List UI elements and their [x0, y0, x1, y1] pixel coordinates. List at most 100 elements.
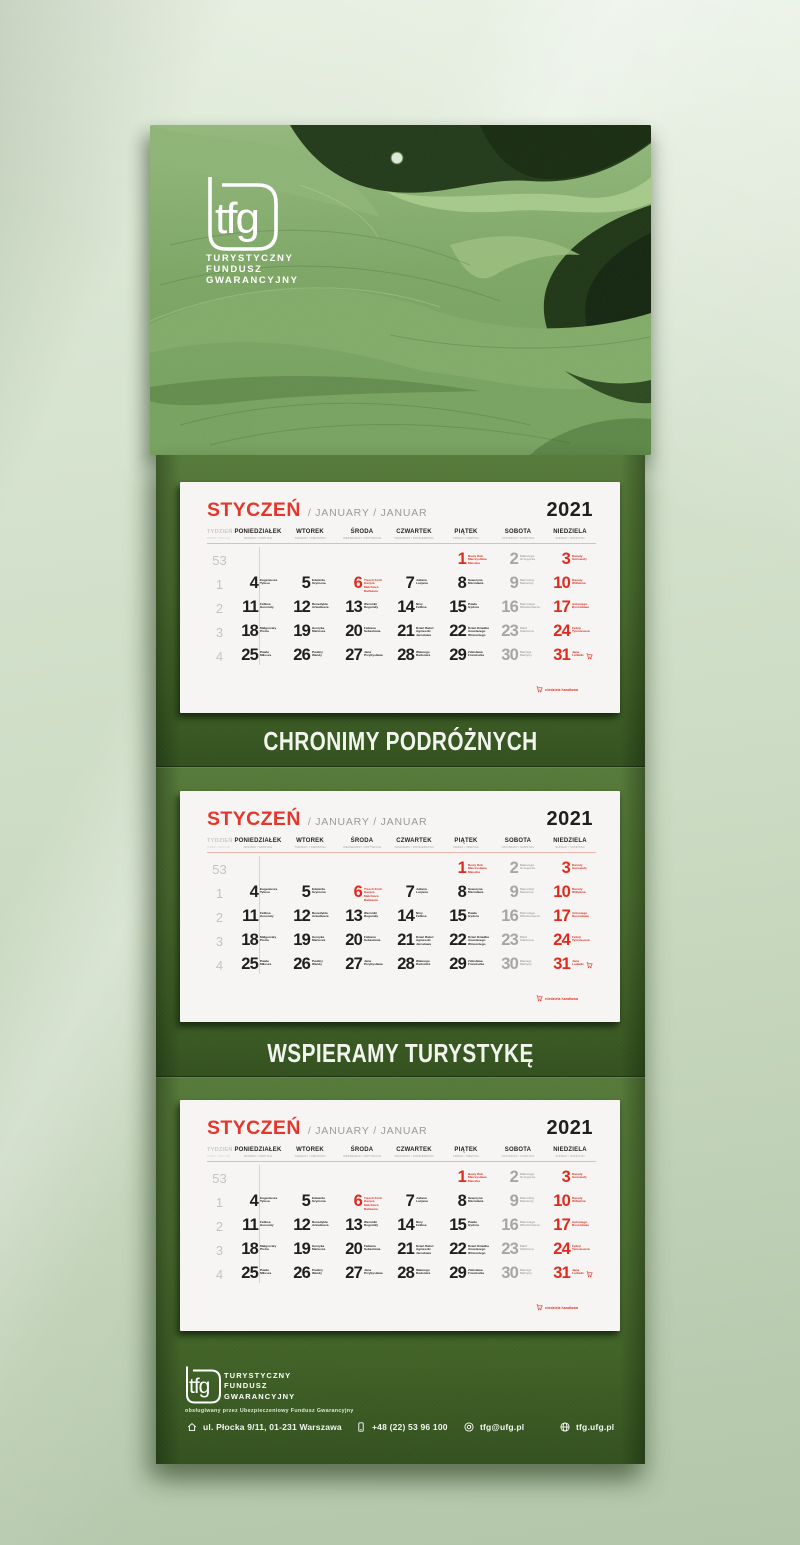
day-cell: 30 Macieja Martyny: [492, 955, 544, 979]
name-days: Danuty Genowefy: [572, 551, 587, 562]
week-column-sublabel: WEEK / WOCHE: [207, 845, 230, 849]
name-day-line: Pawła: [260, 649, 269, 654]
day-cell: 25 Pawła Miłosza: [232, 1264, 284, 1288]
name-day-line: Danuty: [572, 862, 583, 867]
name-day-line: Przybysława: [364, 653, 383, 658]
weekday-header: SOBOTA SATURDAY / SAMSTAG: [492, 529, 544, 540]
day-number: 1: [457, 550, 467, 568]
name-days: Weroniki Bogumiły: [364, 599, 378, 610]
day-cell: 10 Danuty Wilhelma: [544, 1192, 596, 1216]
day-number: 19: [293, 931, 311, 949]
name-days: Makarego Grzegorza: [520, 1169, 535, 1180]
name-day-line: Sebastiana: [364, 629, 381, 634]
weekday-sublabel: SUNDAY / SONNTAG: [555, 1154, 585, 1158]
day-number: 21: [397, 1240, 415, 1258]
day-number: 22: [449, 1240, 467, 1258]
name-day-line: Danuty: [572, 886, 583, 891]
name-days: Jana Ludwiki: [572, 647, 584, 658]
day-cell: 18 Małgorzaty Piotra: [232, 1240, 284, 1264]
name-day-line: Marceliny: [520, 1195, 535, 1200]
name-days: Zdzisława Franciszka: [468, 956, 484, 967]
name-days: Marii Ildefonsa: [520, 623, 534, 634]
name-days: Felicji Tymoteusza: [572, 1241, 590, 1252]
name-day-line: Arkadiusza: [312, 1223, 329, 1228]
canyon-landscape-image: [150, 125, 651, 455]
name-day-line: Antoniego: [572, 1219, 588, 1224]
day-cell: 12 Benedykta Arkadiusza: [284, 1216, 336, 1240]
name-day-line: Kacpra: [364, 890, 375, 895]
name-days: Weroniki Bogumiły: [364, 1217, 378, 1228]
day-number: 6: [353, 1192, 363, 1210]
footer-org-name: TURYSTYCZNY FUNDUSZ GWARANCYJNY: [224, 1371, 295, 1402]
name-days: Juliana Lucjana: [416, 575, 428, 586]
day-number: 9: [509, 883, 519, 901]
day-cell: 25 Pawła Miłosza: [232, 646, 284, 670]
tfg-logo-mark: tfg: [189, 1375, 210, 1398]
day-number: 25: [241, 1264, 259, 1282]
name-day-line: Mieszka: [468, 560, 480, 565]
day-cell: 2 Makarego Grzegorza: [492, 550, 544, 574]
weekday-sublabel: WEDNESDAY / MITTWOCH: [342, 845, 382, 849]
name-days: Danuty Genowefy: [572, 860, 587, 871]
empty-day-cell: [336, 550, 388, 574]
day-cell: 11 Feliksa Honoraty: [232, 1216, 284, 1240]
weekday-label: ŚRODA: [350, 838, 374, 844]
name-day-line: Baltazara: [364, 1206, 378, 1211]
name-days: Jana Przybysława: [364, 647, 383, 658]
name-day-line: Dzień Dziadka: [468, 934, 489, 939]
name-day-line: Macieja: [520, 958, 532, 963]
weekday-sublabel: FRIDAY / FREITAG: [452, 845, 479, 849]
name-days: Marii Ildefonsa: [520, 1241, 534, 1252]
name-days: Jana Ludwiki: [572, 1265, 584, 1276]
day-cell: 20 Fabiana Sebastiana: [336, 931, 388, 955]
name-day-line: Wilhelma: [572, 890, 586, 895]
name-day-line: Wilhelma: [572, 581, 586, 586]
week-divider-line: [259, 1165, 260, 1283]
day-cell: 10 Danuty Wilhelma: [544, 883, 596, 907]
name-day-line: Franciszka: [468, 962, 484, 967]
name-days: Pawła Izydora: [468, 1217, 479, 1228]
day-cell: 12 Benedykta Arkadiusza: [284, 907, 336, 931]
day-cell: 31 Jana Ludwiki: [544, 1264, 596, 1288]
name-day-line: Melchiora: [364, 584, 379, 589]
day-cell: 2 Makarego Grzegorza: [492, 859, 544, 883]
name-day-line: Kacpra: [364, 581, 375, 586]
name-day-line: Edwarda: [312, 886, 325, 891]
name-days: Felicji Tymoteusza: [572, 932, 590, 943]
day-number: 26: [293, 1264, 311, 1282]
name-day-line: Arkadiusza: [312, 605, 329, 610]
day-number: 14: [397, 907, 415, 925]
week-column-sublabel: WEEK / WOCHE: [207, 1154, 230, 1158]
name-day-line: Arkadiusza: [312, 914, 329, 919]
name-day-line: Szymona: [312, 581, 326, 586]
year-label: 2021: [546, 808, 593, 830]
contact-website-text: tfg.ufg.pl: [576, 1422, 615, 1432]
shopping-cart-icon: [586, 962, 593, 969]
name-day-line: Jana: [364, 649, 372, 654]
weekday-header: CZWARTEK THURSDAY / DONNERSTAG: [388, 1147, 440, 1158]
weekday-header: SOBOTA SATURDAY / SAMSTAG: [492, 838, 544, 849]
name-day-line: Rościsława: [572, 605, 589, 610]
contact-address-text: ul. Płocka 9/11, 01-231 Warszawa: [203, 1422, 342, 1432]
trading-sunday-legend: niedziela handlowa: [536, 995, 578, 1002]
weekday-label: PONIEDZIAŁEK: [234, 1147, 282, 1153]
day-cell: 3 Danuty Genowefy: [544, 1168, 596, 1192]
name-day-line: Ludwiki: [572, 962, 584, 967]
day-cell: 26 Pauliny Wandy: [284, 646, 336, 670]
name-day-line: Genowefy: [572, 1175, 587, 1180]
name-day-line: Włodzimierza: [520, 1223, 540, 1228]
name-day-line: Pauliny: [312, 1267, 324, 1272]
name-day-line: Honoraty: [260, 1223, 274, 1228]
name-day-line: Zdzisława: [468, 649, 483, 654]
name-day-line: Tymoteusza: [572, 629, 590, 634]
name-days: Pawła Izydora: [468, 599, 479, 610]
name-day-line: Grzegorza: [520, 557, 536, 562]
day-cell: 14 Niny Feliksa: [388, 1216, 440, 1240]
day-number: 3: [561, 550, 571, 568]
name-day-line: Nowy Rok: [468, 862, 483, 867]
name-day-line: Wincentego: [468, 941, 486, 946]
weekday-label: NIEDZIELA: [553, 838, 587, 844]
name-days: Dzień Dziadka Anastazego Wincentego: [468, 932, 489, 947]
weekday-label: CZWARTEK: [396, 529, 432, 535]
name-days: Marii Ildefonsa: [520, 932, 534, 943]
